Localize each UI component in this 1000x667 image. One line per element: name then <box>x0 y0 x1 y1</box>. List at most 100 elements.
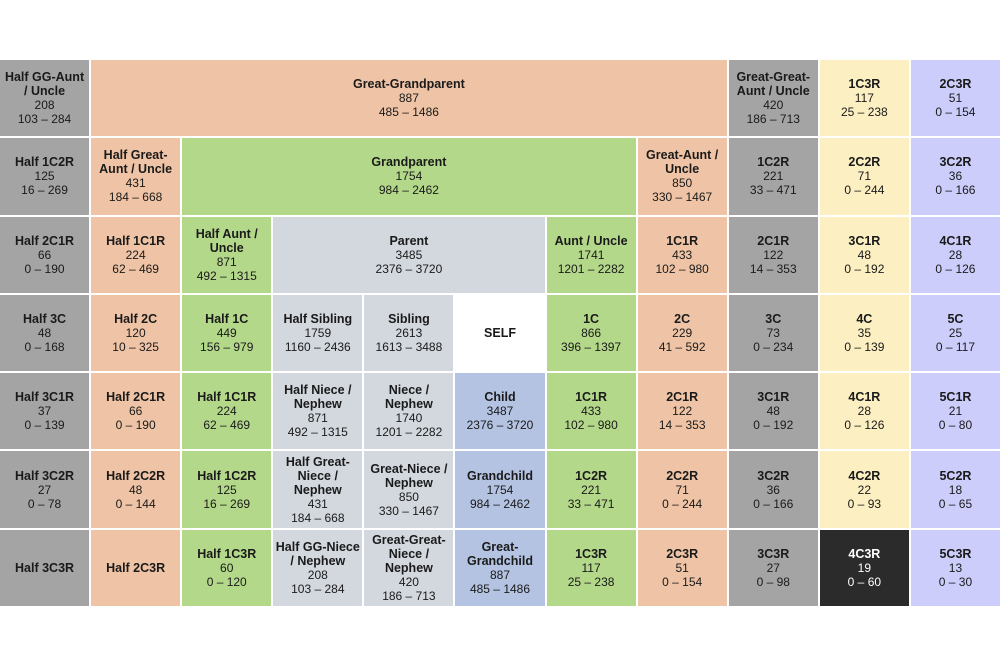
relationship-cell: 1C3R 117 25 – 238 <box>819 60 909 137</box>
relationship-cell: 4C3R 19 0 – 60 <box>819 529 909 606</box>
cm-range: 0 – 244 <box>844 183 885 198</box>
relationship-name: 5C3R <box>939 546 972 561</box>
average-cm: 221 <box>581 482 602 497</box>
average-cm: 66 <box>37 247 52 262</box>
cm-range: 103 – 284 <box>17 112 72 127</box>
average-cm: 887 <box>398 91 419 106</box>
relationship-name: Great-Grandchild <box>467 539 533 568</box>
relationship-cell: 3C2R 36 0 – 166 <box>910 138 1000 215</box>
relationship-name: 3C2R <box>757 468 790 483</box>
cm-range: 1613 – 3488 <box>375 339 443 354</box>
average-cm: 871 <box>216 254 237 269</box>
relationship-name: Half 1C1R <box>197 390 257 405</box>
average-cm: 208 <box>34 98 55 113</box>
relationship-cell: 3C1R 48 0 – 192 <box>819 216 909 293</box>
cm-range: 14 – 353 <box>749 261 797 276</box>
relationship-name: Great-Aunt / Uncle <box>646 148 719 177</box>
relationship-name: Half 2C2R <box>106 468 166 483</box>
relationship-cell: Half 1C2R 125 16 – 269 <box>0 138 90 215</box>
relationship-cell: Great-Niece / Nephew 850 330 – 1467 <box>364 451 454 528</box>
relationship-name: 2C3R <box>666 546 699 561</box>
relationship-cell: 5C2R 18 0 – 65 <box>910 451 1000 528</box>
relationship-name: 3C1R <box>848 233 881 248</box>
relationship-cell: Half 2C 120 10 – 325 <box>91 294 181 372</box>
relationship-name: Half 3C <box>23 311 67 326</box>
relationship-name: 1C2R <box>575 468 608 483</box>
relationship-cell: 3C2R 36 0 – 166 <box>728 451 818 528</box>
cm-range: 186 – 713 <box>746 112 800 127</box>
cm-range: 0 – 190 <box>115 418 156 433</box>
cm-range: 33 – 471 <box>567 496 615 511</box>
relationship-cell: Grandparent 1754 984 – 2462 <box>182 138 636 215</box>
average-cm: 35 <box>857 325 872 340</box>
relationship-name: 5C <box>947 311 964 326</box>
relationship-name: Child <box>484 390 516 405</box>
relationship-cell: 1C2R 221 33 – 471 <box>728 138 818 215</box>
average-cm: 48 <box>37 325 52 340</box>
average-cm: 1754 <box>486 482 514 497</box>
cm-range: 0 – 190 <box>24 261 65 276</box>
cm-range: 492 – 1315 <box>287 425 348 440</box>
relationship-name: Half 3C1R <box>15 390 75 405</box>
relationship-name: Half 1C3R <box>197 546 257 561</box>
relationship-name: Grandparent <box>371 155 447 170</box>
cm-range: 0 – 139 <box>24 418 65 433</box>
average-cm: 18 <box>948 482 963 497</box>
cm-range: 492 – 1315 <box>196 268 257 283</box>
average-cm: 13 <box>948 560 963 575</box>
cm-range: 2376 – 3720 <box>375 261 443 276</box>
average-cm: 420 <box>763 98 784 113</box>
relationship-name: Parent <box>389 233 429 248</box>
average-cm: 22 <box>857 482 872 497</box>
average-cm: 25 <box>948 325 963 340</box>
relationship-name: Niece / Nephew <box>384 383 433 412</box>
relationship-cell: Aunt / Uncle 1741 1201 – 2282 <box>546 216 636 293</box>
cm-range: 102 – 980 <box>655 261 709 276</box>
cm-range: 330 – 1467 <box>378 503 439 518</box>
cm-range: 485 – 1486 <box>378 105 439 120</box>
average-cm: 36 <box>766 482 780 497</box>
relationship-cell: Half 2C2R 48 0 – 144 <box>91 451 181 528</box>
cm-range: 0 – 126 <box>844 418 885 433</box>
cm-range: 0 – 154 <box>662 574 703 589</box>
relationship-cell: Half 3C2R 27 0 – 78 <box>0 451 90 528</box>
cm-range: 0 – 166 <box>935 183 976 198</box>
relationship-name: 4C2R <box>848 468 881 483</box>
average-cm: 871 <box>307 411 328 426</box>
average-cm: 71 <box>675 482 689 497</box>
cm-range: 0 – 244 <box>662 496 703 511</box>
relationship-name: 5C1R <box>939 390 972 405</box>
relationship-cell: 3C1R 48 0 – 192 <box>728 373 818 450</box>
relationship-cell: Half Aunt / Uncle 871 492 – 1315 <box>182 216 272 293</box>
relationship-name: Great-Great-Aunt / Uncle <box>736 70 811 99</box>
average-cm: 850 <box>672 176 693 191</box>
relationship-name: 1C3R <box>848 77 881 92</box>
relationship-cell: Half 1C1R 224 62 – 469 <box>182 373 272 450</box>
cm-range: 184 – 668 <box>291 510 345 525</box>
cm-range: 33 – 471 <box>749 183 797 198</box>
relationship-name: 1C2R <box>757 155 790 170</box>
relationship-cell: 2C3R 51 0 – 154 <box>637 529 727 606</box>
average-cm: 3485 <box>395 247 423 262</box>
relationship-name: 1C1R <box>666 233 699 248</box>
cm-range: 0 – 98 <box>756 574 790 589</box>
relationship-cell: 1C 866 396 – 1397 <box>546 294 636 372</box>
relationship-name: 4C <box>856 311 873 326</box>
relationship-name: Half Aunt / Uncle <box>195 226 258 255</box>
average-cm: 37 <box>37 404 52 419</box>
cm-range: 103 – 284 <box>291 581 345 596</box>
cm-range: 184 – 668 <box>108 190 163 205</box>
cm-range: 396 – 1397 <box>561 339 622 354</box>
relationship-cell: Parent 3485 2376 – 3720 <box>273 216 545 293</box>
relationship-cell: 2C2R 71 0 – 244 <box>819 138 909 215</box>
relationship-cell: Half Great-Aunt / Uncle 431 184 – 668 <box>91 138 181 215</box>
cm-range: 0 – 117 <box>935 339 976 354</box>
average-cm: 433 <box>672 247 693 262</box>
relationship-name: 2C3R <box>939 77 972 92</box>
cm-range: 1201 – 2282 <box>375 425 443 440</box>
relationship-cell: 1C1R 433 102 – 980 <box>546 373 636 450</box>
average-cm: 51 <box>675 560 689 575</box>
relationship-name: Half Great-Niece / Nephew <box>285 454 350 497</box>
relationship-cell: 2C2R 71 0 – 244 <box>637 451 727 528</box>
relationship-name: 1C3R <box>575 546 608 561</box>
